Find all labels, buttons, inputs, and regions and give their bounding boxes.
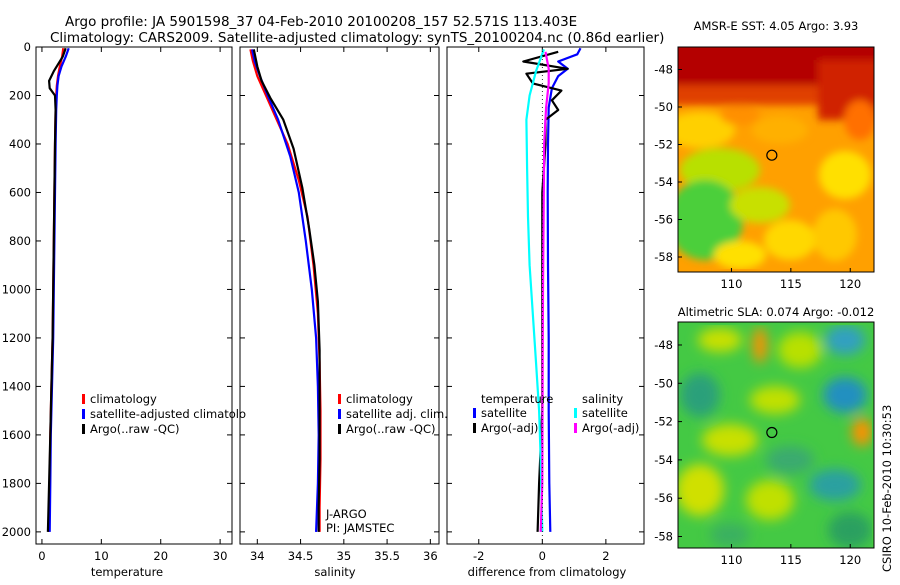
ytick-label: 1000 <box>2 282 31 296</box>
csiro-timestamp: CSIRO 10-Feb-2010 10:30:53 <box>880 405 894 572</box>
sla-argo-location-marker <box>766 426 778 439</box>
series-line-climatology <box>249 49 322 532</box>
xtick-label: 0 <box>38 549 45 563</box>
difference-axes <box>446 46 645 545</box>
diff-legend-label-temp-satellite: satellite <box>481 406 527 420</box>
legend-label-argo: Argo(..raw -QC) <box>90 422 180 436</box>
ytick-label: 200 <box>9 88 31 102</box>
diff-legend-swatch-temp-argo <box>473 423 476 433</box>
sla-map-title: Altimetric SLA: 0.074 Argo: -0.012 <box>678 305 875 319</box>
sst-heatmap <box>678 47 874 272</box>
annotation-pi-jamstec: PI: JAMSTEC <box>326 521 394 535</box>
ytick-label: 400 <box>9 137 31 151</box>
map-ytick-label: -50 <box>654 376 673 390</box>
map-xtick-label: 120 <box>839 277 861 291</box>
xtick-label: 36 <box>423 549 438 563</box>
map-ytick-label: -58 <box>654 530 673 544</box>
xtick-label: 35 <box>337 549 352 563</box>
xtick-label: -2 <box>473 549 484 563</box>
diff-legend-swatch-sal-satellite <box>574 408 577 418</box>
xtick-label: 34.5 <box>288 549 314 563</box>
diff-legend-header-temperature: temperature <box>481 392 553 406</box>
series-line-argo <box>252 49 321 532</box>
sal-legend-swatch-climatology <box>338 394 341 404</box>
xtick-label: 34 <box>250 549 265 563</box>
sla-ticks: 110 115 120 -48 -50 -52 -54 -56 -58 <box>654 338 861 567</box>
temperature-plot: 0 10 20 30 0 200 400 600 800 1000 1200 1400 1600 1800… <box>2 40 232 563</box>
sst-argo-location-marker <box>766 149 778 161</box>
map-ytick-label: -52 <box>654 138 673 152</box>
map-ytick-label: -56 <box>654 491 673 505</box>
xlabel-temperature: temperature <box>91 565 163 579</box>
salinity-axes <box>239 46 440 545</box>
map-xtick-label: 115 <box>780 277 802 291</box>
map-ytick-label: -52 <box>654 415 673 429</box>
sal-legend-label-climatology: climatology <box>346 392 413 406</box>
sst-axes <box>677 46 875 273</box>
diff-legend-swatch-sal-argo <box>574 423 577 433</box>
series-line-temperature-satellite <box>546 47 582 532</box>
map-ytick-label: -50 <box>654 100 673 114</box>
xtick-label: 10 <box>94 549 109 563</box>
xtick-label: 30 <box>213 549 228 563</box>
ytick-label: 600 <box>9 185 31 199</box>
map-ytick-label: -56 <box>654 213 673 227</box>
diff-legend-label-sal-satellite: satellite <box>582 406 628 420</box>
map-ytick-label: -48 <box>654 338 673 352</box>
ytick-label: 800 <box>9 234 31 248</box>
series-line-salinity-argo <box>539 51 550 532</box>
ytick-label: 0 <box>24 40 31 54</box>
map-xtick-label: 115 <box>780 553 802 567</box>
legend-swatch-argo <box>82 424 85 434</box>
sal-legend-swatch-satellite <box>338 409 341 419</box>
xtick-label: 20 <box>153 549 168 563</box>
sal-legend-label-satellite: satellite adj. clim. <box>346 407 448 421</box>
xlabel-salinity: salinity <box>314 565 355 579</box>
sla-heatmap <box>678 322 874 548</box>
map-ytick-label: -48 <box>654 63 673 77</box>
temperature-legend: climatology satellite-adjusted climatolo… <box>82 392 246 436</box>
diff-legend-header-salinity: salinity <box>582 392 623 406</box>
figure-title-line1: Argo profile: JA 5901598_37 04-Feb-2010 … <box>65 14 577 30</box>
ytick-label: 1200 <box>2 331 31 345</box>
xtick-label: 35.5 <box>374 549 400 563</box>
temperature-axes <box>35 46 233 545</box>
legend-swatch-satellite <box>82 409 85 419</box>
legend-swatch-climatology <box>82 394 85 404</box>
series-line-argo <box>46 47 67 532</box>
legend-label-climatology: climatology <box>90 392 157 406</box>
xtick-label: 0 <box>539 549 546 563</box>
map-ytick-label: -58 <box>654 250 673 264</box>
salinity-plot: 34 34.5 35 35.5 36 <box>240 46 439 563</box>
diff-legend-swatch-temp-satellite <box>473 408 476 418</box>
ytick-label: 1600 <box>2 428 31 442</box>
map-xtick-label: 110 <box>720 277 742 291</box>
ytick-label: 2000 <box>2 525 31 539</box>
sla-axes <box>677 321 875 549</box>
map-xtick-label: 120 <box>839 553 861 567</box>
ytick-label: 1800 <box>2 476 31 490</box>
difference-legend: temperature satellite Argo(-adj) salinit… <box>473 392 639 435</box>
sal-legend-label-argo: Argo(..raw -QC) <box>346 422 436 436</box>
series-line-satellite <box>251 49 320 532</box>
xtick-label: 2 <box>602 549 609 563</box>
diff-legend-label-temp-argo: Argo(-adj) <box>481 421 538 435</box>
difference-plot: -2 0 2 <box>447 46 644 563</box>
sst-ticks: 110 115 120 -48 -50 -52 -54 -56 -58 <box>654 63 861 292</box>
figure-title-line2: Climatology: CARS2009. Satellite-adjuste… <box>50 30 664 46</box>
sst-map-title: AMSR-E SST: 4.05 Argo: 3.93 <box>694 19 859 33</box>
ytick-label: 1400 <box>2 379 31 393</box>
xlabel-difference: difference from climatology <box>468 565 627 579</box>
annotation-j-argo: J-ARGO <box>325 507 367 521</box>
legend-label-satellite: satellite-adjusted climatolo <box>90 407 246 421</box>
sal-legend-swatch-argo <box>338 424 341 434</box>
series-line-salinity-satellite <box>525 49 545 532</box>
diff-legend-label-sal-argo: Argo(-adj) <box>582 421 639 435</box>
map-ytick-label: -54 <box>654 453 673 467</box>
salinity-legend: climatology satellite adj. clim. Argo(..… <box>325 392 448 535</box>
map-xtick-label: 110 <box>720 553 742 567</box>
map-ytick-label: -54 <box>654 175 673 189</box>
